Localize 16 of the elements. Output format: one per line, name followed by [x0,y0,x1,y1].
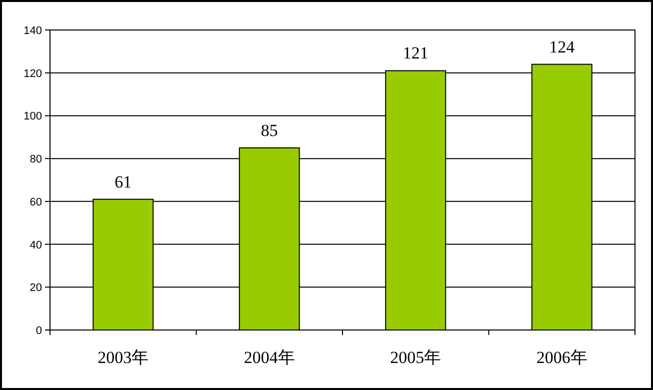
y-tick-label: 0 [36,325,42,337]
data-label: 124 [549,37,576,56]
x-tick-label: 2004年 [244,348,295,367]
y-tick-label: 60 [30,196,42,208]
data-label: 121 [402,44,428,63]
y-tick-label: 140 [24,25,42,37]
y-tick-label: 40 [30,239,42,252]
y-tick-label: 120 [24,68,42,80]
data-label: 61 [114,172,132,192]
y-tick-label: 100 [24,110,42,123]
y-tick-label: 80 [30,154,42,166]
x-tick-label: 2006年 [536,348,588,367]
y-tick-label: 20 [30,282,42,294]
x-tick-label: 2005年 [390,348,442,367]
data-label: 85 [260,120,278,140]
x-tick-label: 2003年 [98,348,149,367]
